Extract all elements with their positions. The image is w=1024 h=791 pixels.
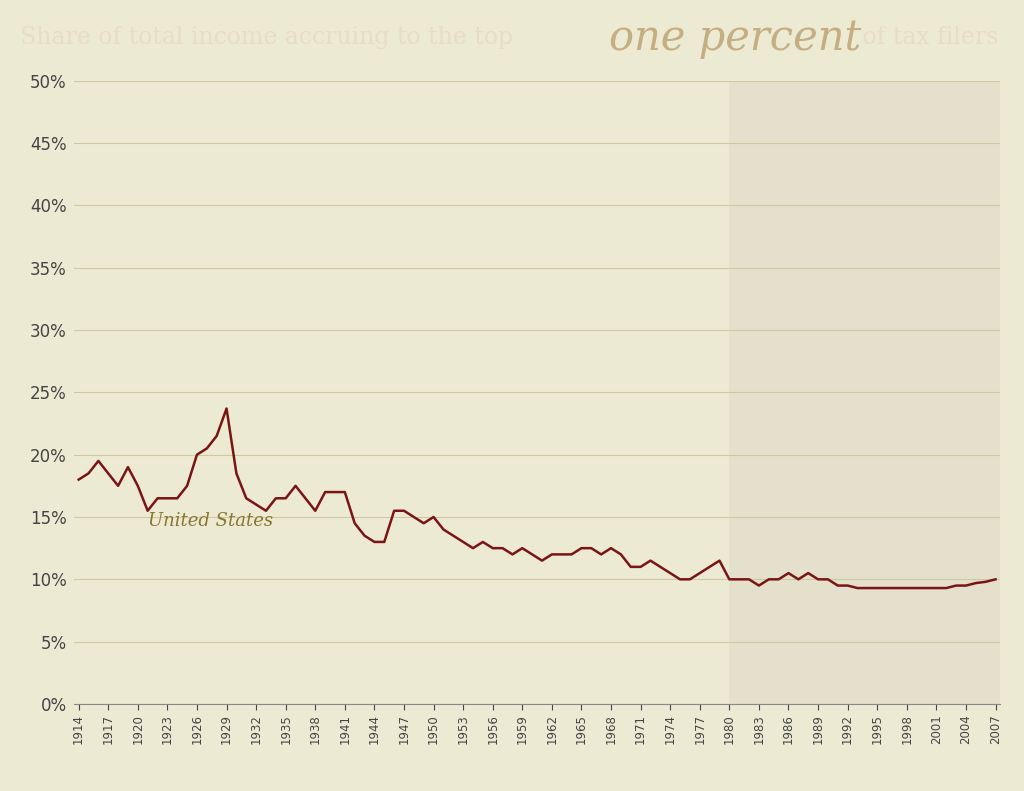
Text: United States: United States: [147, 512, 272, 530]
Text: Share of total income accruing to the top: Share of total income accruing to the to…: [20, 26, 521, 49]
Text: of tax filers: of tax filers: [855, 26, 998, 49]
Bar: [729, 81, 1000, 704]
Text: one percent: one percent: [609, 17, 861, 59]
